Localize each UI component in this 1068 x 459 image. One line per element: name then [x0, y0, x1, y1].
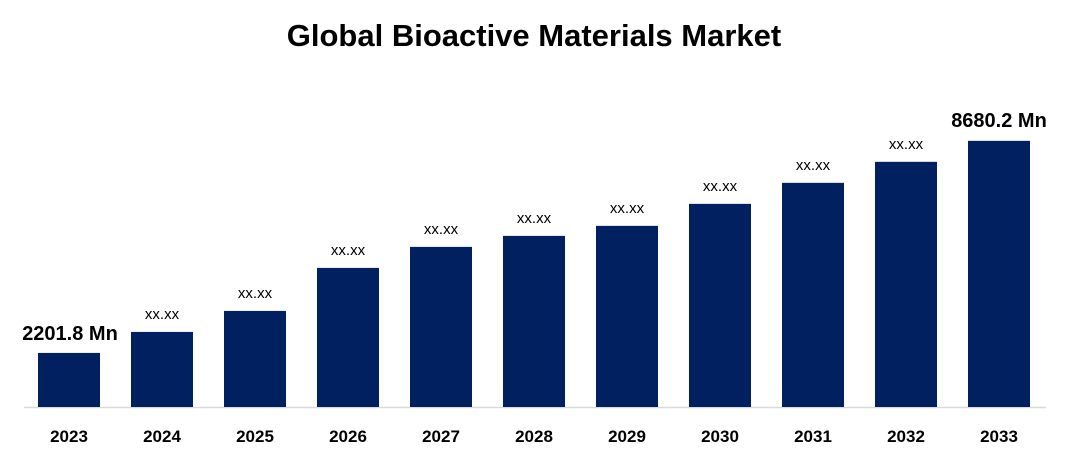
- x-tick-label: 2023: [50, 427, 88, 446]
- data-label: 8680.2 Mn: [951, 110, 1047, 132]
- data-label: xx.xx: [331, 242, 366, 259]
- data-label: xx.xx: [517, 210, 552, 227]
- bar-2026: [317, 267, 379, 407]
- bar-2032: [875, 161, 937, 407]
- x-tick-label: 2028: [515, 427, 553, 446]
- bar-2028: [503, 235, 565, 407]
- bar-2025: [224, 310, 286, 407]
- data-label: 2201.8 Mn: [22, 323, 118, 345]
- x-tick-label: 2033: [980, 427, 1018, 446]
- data-label: xx.xx: [796, 157, 831, 174]
- bar-2031: [782, 182, 844, 407]
- bar-2029: [596, 225, 658, 407]
- data-label: xx.xx: [703, 178, 738, 195]
- x-tick-label: 2031: [794, 427, 832, 446]
- x-tick-label: 2025: [236, 427, 274, 446]
- data-label: xx.xx: [424, 221, 459, 238]
- bar-2030: [689, 203, 751, 407]
- data-label: xx.xx: [238, 285, 273, 302]
- data-label: xx.xx: [145, 306, 180, 323]
- data-label: xx.xx: [610, 200, 645, 217]
- x-tick-label: 2024: [143, 427, 181, 446]
- x-tick-label: 2029: [608, 427, 646, 446]
- data-label: xx.xx: [889, 136, 924, 153]
- x-tick-label: 2027: [422, 427, 460, 446]
- x-tick-label: 2030: [701, 427, 739, 446]
- x-tick-label: 2026: [329, 427, 367, 446]
- bar-2033: [968, 140, 1030, 408]
- chart-title: Global Bioactive Materials Market: [286, 18, 782, 53]
- bar-2024: [131, 331, 193, 407]
- bar-2027: [410, 246, 472, 407]
- x-tick-label: 2032: [887, 427, 925, 446]
- bar-2023: [38, 352, 100, 407]
